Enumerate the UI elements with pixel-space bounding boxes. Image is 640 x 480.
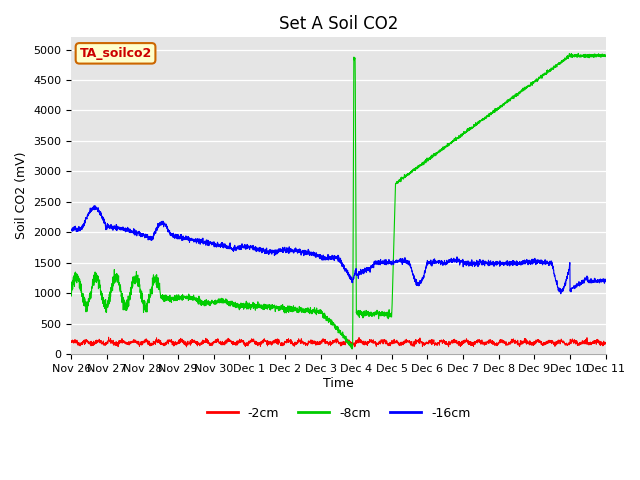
-16cm — [161, 221, 168, 227]
-8cm — [348, 346, 356, 352]
-16cm — [534, 258, 541, 264]
-16cm — [129, 229, 136, 235]
-8cm — [575, 50, 582, 56]
-8cm — [591, 53, 599, 59]
-16cm — [557, 291, 564, 297]
-2cm — [129, 339, 136, 345]
Legend: -2cm, -8cm, -16cm: -2cm, -8cm, -16cm — [202, 402, 476, 424]
-8cm — [160, 294, 168, 300]
-8cm — [296, 303, 303, 309]
-8cm — [273, 305, 280, 311]
-16cm — [296, 247, 303, 252]
Y-axis label: Soil CO2 (mV): Soil CO2 (mV) — [15, 152, 28, 240]
X-axis label: Time: Time — [323, 377, 354, 390]
-16cm — [602, 277, 609, 283]
-2cm — [591, 338, 599, 344]
-16cm — [273, 248, 280, 253]
-2cm — [534, 336, 541, 342]
-16cm — [91, 203, 99, 208]
-2cm — [161, 340, 168, 346]
-8cm — [68, 293, 76, 299]
Title: Set A Soil CO2: Set A Soil CO2 — [279, 15, 398, 33]
-2cm — [296, 337, 303, 343]
-16cm — [68, 228, 76, 233]
-2cm — [182, 344, 190, 350]
Line: -16cm: -16cm — [72, 205, 605, 294]
-8cm — [129, 285, 136, 291]
-2cm — [602, 340, 609, 346]
-2cm — [273, 339, 280, 345]
Line: -2cm: -2cm — [72, 337, 605, 347]
Line: -8cm: -8cm — [72, 53, 605, 349]
-8cm — [602, 54, 609, 60]
Text: TA_soilco2: TA_soilco2 — [79, 47, 152, 60]
-16cm — [591, 278, 599, 284]
-8cm — [534, 76, 541, 82]
-2cm — [105, 334, 113, 340]
-2cm — [68, 339, 76, 345]
